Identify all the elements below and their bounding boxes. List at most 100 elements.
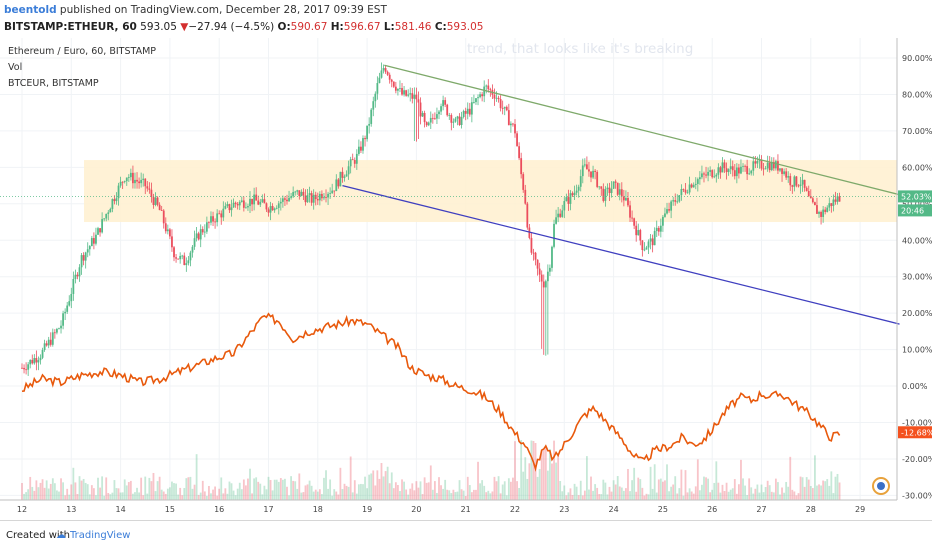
candle-body	[789, 176, 792, 186]
candle-body	[205, 222, 208, 232]
footer: Created with ☁ TradingView	[0, 520, 932, 551]
candle-body	[249, 198, 251, 207]
candle-body	[631, 217, 633, 219]
volume-bar	[596, 487, 599, 500]
symbol-info-line: BITSTAMP:ETHEUR, 60 593.05 ▼−27.94 (−4.5…	[4, 21, 484, 33]
candle-body	[709, 170, 712, 172]
blue-trendline[interactable]	[342, 184, 900, 325]
candle-body	[538, 268, 541, 275]
volume-bar	[838, 482, 841, 500]
volume-bar	[105, 477, 108, 500]
volume-bar	[158, 476, 161, 500]
author-link[interactable]: beentold	[4, 4, 57, 16]
candle-body	[571, 193, 574, 196]
volume-bar	[772, 492, 775, 500]
trend-annotation[interactable]: trend, that looks like it's breaking	[467, 41, 694, 57]
volume-bar	[226, 493, 229, 500]
candle-body	[666, 209, 668, 214]
candle-body	[70, 293, 73, 302]
volume-bar	[142, 495, 145, 500]
candle-body	[785, 171, 788, 178]
candle-body	[715, 174, 718, 177]
candle-body	[655, 227, 658, 231]
legend-compare-series[interactable]: BTCEUR, BITSTAMP	[8, 78, 99, 89]
candle-body	[643, 249, 646, 251]
candle-body	[746, 166, 749, 175]
legend-main-series[interactable]: Ethereum / Euro, 60, BITSTAMP	[8, 46, 156, 57]
volume-bar	[355, 493, 358, 500]
candle-body	[401, 88, 403, 95]
candle-body	[446, 104, 449, 116]
volume-bar	[807, 479, 810, 500]
candle-body	[405, 90, 408, 96]
candle-body	[777, 161, 779, 171]
candle-body	[284, 198, 286, 200]
candle-body	[590, 171, 592, 178]
candle-body	[403, 90, 405, 95]
candle-body	[594, 170, 597, 172]
candle-body	[801, 179, 804, 185]
volume-bar	[345, 485, 348, 500]
volume-bar	[520, 440, 523, 500]
candle-body	[423, 112, 426, 123]
candle-body	[509, 123, 512, 126]
candle-body	[64, 311, 67, 314]
candle-body	[347, 166, 350, 175]
volume-bar	[803, 486, 806, 500]
candle-body	[105, 213, 108, 219]
candle-body	[82, 255, 85, 261]
volume-bar	[181, 495, 184, 500]
tradingview-link[interactable]: TradingView	[70, 530, 131, 541]
volume-bar	[92, 488, 95, 500]
volume-bar	[456, 491, 459, 500]
volume-bar	[577, 495, 580, 500]
volume-bar	[423, 477, 426, 500]
volume-bar	[725, 482, 728, 500]
volume-bar	[662, 481, 664, 500]
price-chart[interactable]: 90.00% 80.00% 70.00% 60.00% 50.00% 40.00% 30.0…	[0, 38, 932, 520]
legend-volume[interactable]: Vol	[8, 62, 23, 73]
volume-bar	[277, 481, 280, 500]
candle-body	[442, 100, 445, 107]
volume-bar	[197, 494, 200, 500]
candle-body	[546, 271, 549, 282]
candle-body	[649, 238, 652, 242]
green-trendline[interactable]	[384, 64, 900, 196]
candle-body	[454, 118, 457, 122]
candle-body	[271, 206, 274, 211]
candle-body	[781, 168, 783, 174]
volume-bar	[448, 490, 451, 500]
symbol-label[interactable]: BITSTAMP:ETHEUR, 60	[4, 21, 137, 33]
volume-bar	[546, 470, 549, 500]
volume-bar	[425, 482, 428, 500]
volume-bar	[766, 480, 769, 500]
volume-bar	[41, 479, 44, 500]
candle-body	[117, 185, 120, 199]
candle-body	[226, 204, 229, 206]
volume-bar	[557, 455, 560, 500]
volume-bar	[497, 476, 500, 500]
time-axis[interactable]: 12 13 14 15 16 17 18 19 20 21 22 23 24 25 26 27 28 29	[17, 505, 865, 514]
candle-body	[569, 193, 572, 204]
candle-body	[783, 171, 785, 174]
candle-body	[606, 187, 609, 190]
candle-body	[364, 138, 366, 140]
volume-bar	[762, 492, 765, 500]
volume-bar	[203, 491, 206, 500]
candle-body	[470, 102, 473, 115]
candle-body	[388, 74, 391, 80]
volume-bar	[427, 482, 430, 500]
low-value: 581.46	[394, 21, 432, 33]
candle-body	[464, 111, 467, 114]
volume-bar	[717, 482, 720, 500]
volume-bar	[304, 485, 307, 500]
candle-body	[51, 332, 54, 345]
volume-bar	[123, 479, 126, 500]
candle-body	[333, 190, 336, 192]
tradingview-logo-icon[interactable]: ☁	[56, 530, 66, 541]
candle-body	[339, 171, 342, 187]
volume-bar	[140, 477, 143, 500]
go-to-realtime-icon[interactable]	[872, 477, 890, 495]
candle-body	[214, 221, 216, 223]
price-axis[interactable]: 90.00% 80.00% 70.00% 60.00% 50.00% 40.00% 30.0…	[902, 54, 932, 500]
